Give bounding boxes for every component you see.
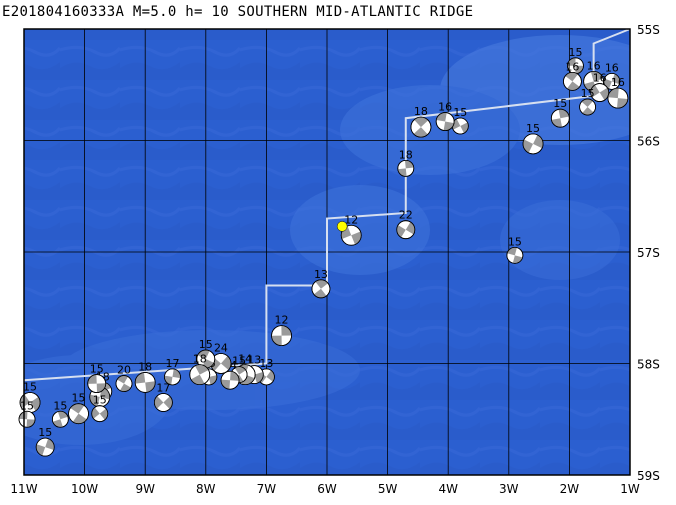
longitude-tick-label: 6W <box>317 482 337 496</box>
event-depth-label: 15 <box>508 235 522 248</box>
focal-mechanism: 15 <box>522 122 544 155</box>
latitude-tick-label: 58S <box>637 358 660 372</box>
longitude-tick-label: 10W <box>71 482 98 496</box>
focal-mechanism: 16 <box>563 60 582 91</box>
focal-mechanism: 15 <box>550 97 570 128</box>
event-depth-label: 15 <box>20 399 34 412</box>
longitude-tick-label: 5W <box>378 482 398 496</box>
event-depth-label: 18 <box>414 105 428 118</box>
event-depth-label: 15 <box>93 394 107 407</box>
longitude-labels: 11W 10W 9W 8W 7W 6W 5W 4W 3W 2W 1W <box>10 482 639 496</box>
event-depth-label: 12 <box>275 314 289 327</box>
focal-mechanism: 16 <box>590 72 610 102</box>
focal-mechanism: 17 <box>153 382 173 412</box>
event-depth-label: 13 <box>259 357 273 370</box>
event-depth-label: 16 <box>438 101 452 114</box>
event-depth-label: 15 <box>38 426 52 439</box>
focal-mechanism: 17 <box>164 357 181 386</box>
event-depth-label: 16 <box>605 61 619 74</box>
focal-mechanism: 12 <box>340 213 362 246</box>
event-depth-label: 15 <box>581 87 595 100</box>
focal-mechanism: 15 <box>35 426 55 457</box>
plate-boundary-ridge <box>23 28 631 382</box>
event-depth-label: 18 <box>399 148 413 161</box>
event-depth-label: 16 <box>611 76 625 89</box>
latitude-labels: 55S 56S 57S 58S 59S <box>637 23 660 483</box>
focal-mechanism: 12 <box>271 314 292 347</box>
event-depth-label: 13 <box>314 268 328 281</box>
longitude-tick-label: 1W <box>620 482 640 496</box>
focal-mechanism: 18 <box>134 360 156 393</box>
longitude-tick-label: 3W <box>499 482 519 496</box>
longitude-tick-label: 9W <box>135 482 155 496</box>
event-depth-label: 18 <box>138 360 152 373</box>
event-depth-label: 15 <box>568 46 582 59</box>
longitude-tick-label: 2W <box>560 482 580 496</box>
event-depth-label: 16 <box>593 72 607 85</box>
focal-mechanism: 13 <box>311 268 331 299</box>
focal-mechanism: 18 <box>410 105 432 138</box>
event-depth-label: 15 <box>232 355 246 368</box>
event-depth-label: 20 <box>117 364 131 377</box>
event-depth-label: 18 <box>193 353 207 366</box>
map-frame <box>23 28 631 476</box>
event-depth-label: 12 <box>344 213 358 226</box>
focal-mechanism: 15 <box>91 394 109 423</box>
focal-mechanism: 22 <box>396 209 416 240</box>
focal-mechanism: 15 <box>451 106 469 135</box>
event-depth-label: 17 <box>165 357 179 370</box>
event-depth-label: 15 <box>90 363 104 376</box>
focal-mechanism: 15 <box>579 87 596 116</box>
longitude-tick-label: 11W <box>10 482 37 496</box>
event-depth-label: 15 <box>53 399 67 412</box>
event-depth-label: 22 <box>399 209 413 222</box>
focal-mechanism: 15 <box>506 235 524 264</box>
focal-mechanism: 15 <box>68 392 89 425</box>
focal-mechanism: 16 <box>607 76 629 109</box>
longitude-tick-label: 8W <box>196 482 216 496</box>
event-depth-label: 16 <box>565 60 579 73</box>
event-depth-label: 15 <box>72 392 86 405</box>
event-depth-label: 17 <box>156 382 170 395</box>
focal-mechanism: 18 <box>189 353 211 386</box>
event-depth-label: 15 <box>453 106 467 119</box>
event-depth-label: 15 <box>23 381 37 394</box>
longitude-tick-label: 7W <box>257 482 277 496</box>
event-depth-label: 16 <box>587 59 601 72</box>
focal-mechanism: 15 <box>87 363 107 393</box>
latitude-tick-label: 56S <box>637 135 660 149</box>
latitude-tick-label: 57S <box>637 246 660 260</box>
event-depth-label: 14 <box>238 353 252 366</box>
epicenter-marker <box>336 221 348 232</box>
latitude-tick-label: 59S <box>637 469 660 483</box>
event-depth-label: 24 <box>214 342 228 355</box>
focal-mechanism: 15 <box>18 399 36 428</box>
longitude-tick-label: 4W <box>438 482 458 496</box>
event-depth-label: 15 <box>553 97 567 110</box>
event-depth-label: 15 <box>526 122 540 135</box>
focal-mechanism: 15 <box>51 399 69 428</box>
event-depth-label: 15 <box>199 338 213 351</box>
map-title: E201804160333A M=5.0 h= 10 SOUTHERN MID-… <box>2 4 474 20</box>
focal-mechanism: 20 <box>115 364 133 392</box>
focal-mechanism: 16 <box>435 101 455 131</box>
event-depth-label: 13 <box>247 354 261 367</box>
focal-mechanism: 18 <box>397 148 415 177</box>
latitude-tick-label: 55S <box>637 23 660 37</box>
